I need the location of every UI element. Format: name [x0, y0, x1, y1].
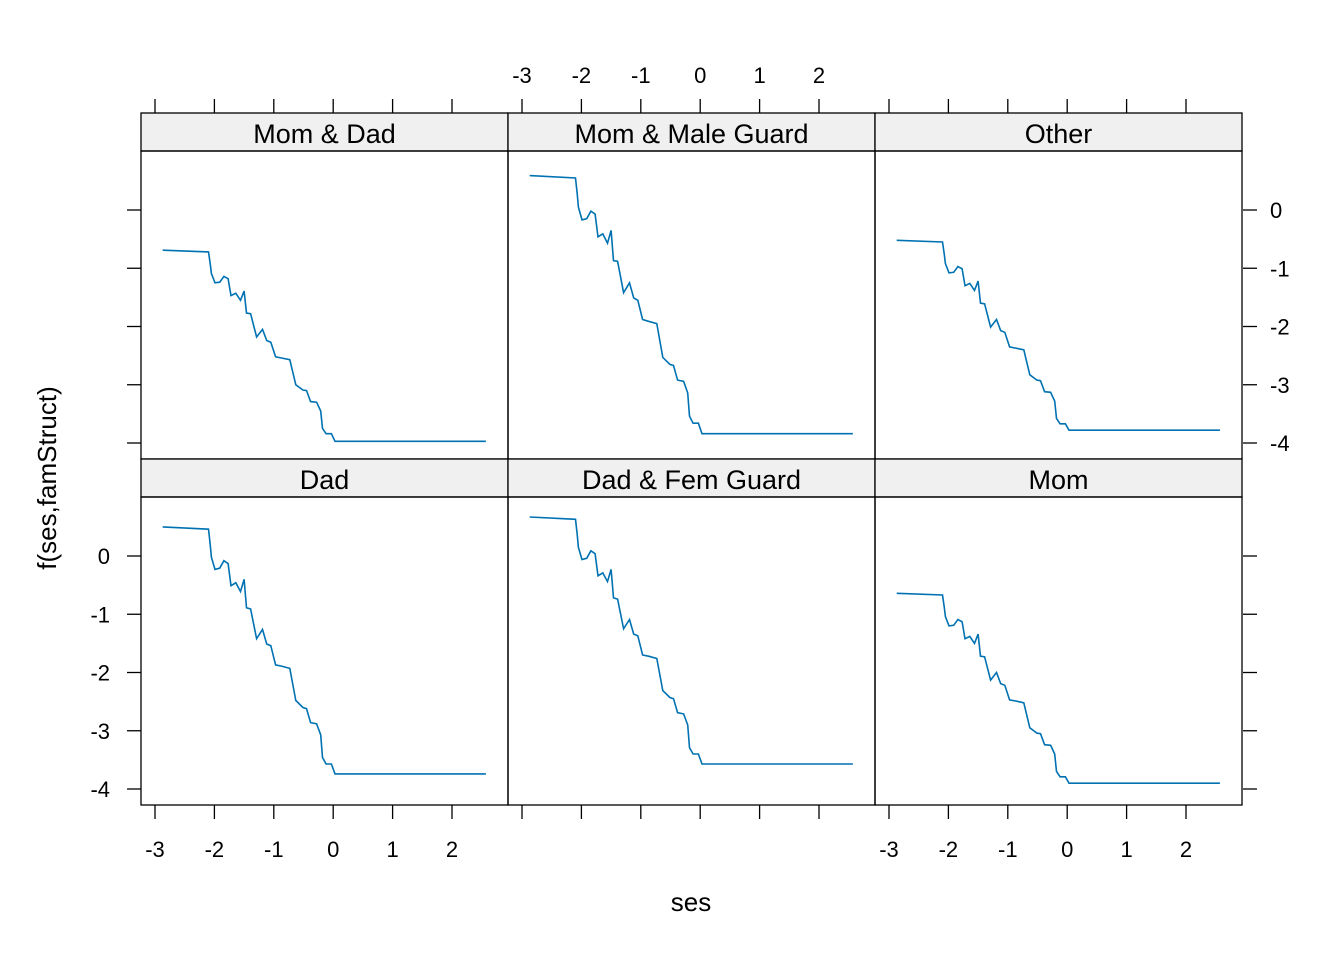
panel-strip-label: Mom & Dad [253, 119, 396, 149]
y-tick-label-right: -1 [1270, 256, 1290, 281]
x-tick-label-bottom: 2 [446, 837, 458, 862]
x-tick-label-top: 0 [694, 63, 706, 88]
y-tick-label-left: -3 [90, 719, 110, 744]
panel: Mom & Male Guard [507, 112, 876, 460]
panel: Mom [874, 458, 1243, 806]
panel-strip [507, 112, 876, 152]
panel-frame [507, 496, 876, 806]
x-tick-label-top: -2 [572, 63, 592, 88]
panel-strip-label: Dad [300, 465, 350, 495]
panel-frame [140, 496, 509, 806]
x-tick-label-bottom: -1 [264, 837, 284, 862]
x-tick-label-bottom: 1 [386, 837, 398, 862]
panel-frame [140, 150, 509, 460]
x-tick-label-bottom: -3 [145, 837, 165, 862]
panel: Dad & Fem Guard [507, 458, 876, 806]
panel-strip [874, 458, 1243, 498]
y-tick-label-right: -2 [1270, 315, 1290, 340]
panel-frame [874, 496, 1243, 806]
panel: Mom & Dad [140, 112, 509, 460]
y-axis-title: f(ses,famStruct) [32, 386, 62, 569]
panels: Mom & Dad Mom & Male Guard Other Dad Dad & F… [140, 112, 1243, 806]
x-tick-label-bottom: 0 [327, 837, 339, 862]
series-line [896, 239, 1220, 432]
panel-strip-label: Mom & Male Guard [574, 119, 808, 149]
x-tick-label-bottom: -2 [205, 837, 225, 862]
panel-strip [140, 112, 509, 152]
axes: -3 -2 -1 0 1 2 -3 -2 -1 0 1 2 -3 -2 -1 0 1 2 0 -1 -2 -3 -4 0 -1 -… [90, 63, 1289, 862]
x-tick-label-top: -3 [512, 63, 532, 88]
x-axis-title: ses [671, 887, 711, 917]
x-tick-label-bottom: 0 [1061, 837, 1073, 862]
x-tick-label-bottom: -2 [939, 837, 959, 862]
x-tick-label-bottom: 1 [1120, 837, 1132, 862]
series-line [162, 249, 486, 443]
series-line [896, 592, 1220, 785]
y-tick-label-right: 0 [1270, 198, 1282, 223]
y-tick-label-left: 0 [98, 544, 110, 569]
panel-strip-label: Mom [1029, 465, 1089, 495]
x-tick-label-bottom: -1 [998, 837, 1018, 862]
panel-strip-label: Dad & Fem Guard [582, 465, 801, 495]
series-line [529, 174, 853, 435]
x-tick-label-top: 1 [753, 63, 765, 88]
y-tick-label-right: -3 [1270, 373, 1290, 398]
x-tick-label-bottom: 2 [1180, 837, 1192, 862]
y-tick-label-right: -4 [1270, 431, 1290, 456]
panel-frame [874, 150, 1243, 460]
panel: Other [874, 112, 1243, 460]
y-tick-label-left: -1 [90, 602, 110, 627]
series-line [529, 516, 853, 765]
x-tick-label-bottom: -3 [879, 837, 899, 862]
series-line [162, 526, 486, 775]
y-tick-label-left: -2 [90, 661, 110, 686]
panel-strip-label: Other [1025, 119, 1093, 149]
panel-frame [507, 150, 876, 460]
x-tick-label-top: -1 [631, 63, 651, 88]
panel: Dad [140, 458, 509, 806]
x-tick-label-top: 2 [813, 63, 825, 88]
y-tick-label-left: -4 [90, 777, 110, 802]
panel-strip [874, 112, 1243, 152]
